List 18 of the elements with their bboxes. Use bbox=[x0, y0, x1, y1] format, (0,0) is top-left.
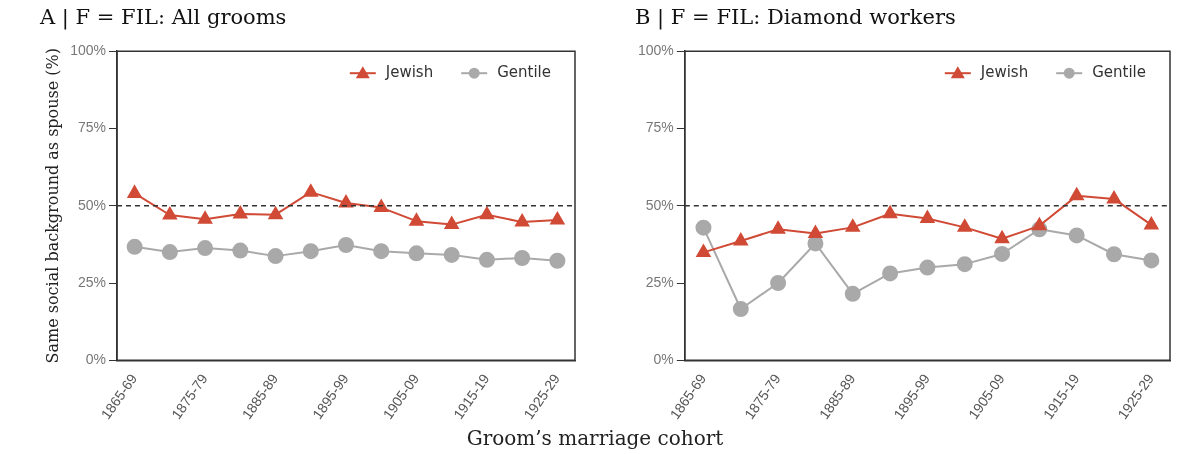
legend-label: Gentile bbox=[1092, 63, 1147, 82]
chart-title: A | F = FIL: All grooms bbox=[39, 5, 287, 31]
y-tick-label: 0% bbox=[653, 351, 674, 368]
chart-title: B | F = FIL: Diamond workers bbox=[635, 5, 956, 31]
legend-label: Jewish bbox=[979, 63, 1029, 82]
y-tick-label: 50% bbox=[645, 196, 674, 213]
legend-label: Jewish bbox=[384, 63, 434, 82]
y-tick-label: 75% bbox=[645, 119, 674, 136]
y-tick-label: 0% bbox=[85, 351, 107, 368]
y-tick-label: 25% bbox=[645, 273, 674, 290]
legend-label: Gentile bbox=[497, 63, 552, 82]
y-tick-label: 25% bbox=[77, 273, 107, 290]
y-tick-label: 75% bbox=[77, 119, 107, 136]
y-tick-label: 50% bbox=[77, 196, 107, 213]
y-tick-label: 100% bbox=[70, 42, 107, 59]
y-tick-label: 100% bbox=[637, 42, 674, 59]
x-axis-title: Groom’s marriage cohort bbox=[465, 426, 725, 450]
y-axis-title: Same social background as spouse (%) bbox=[42, 48, 62, 364]
